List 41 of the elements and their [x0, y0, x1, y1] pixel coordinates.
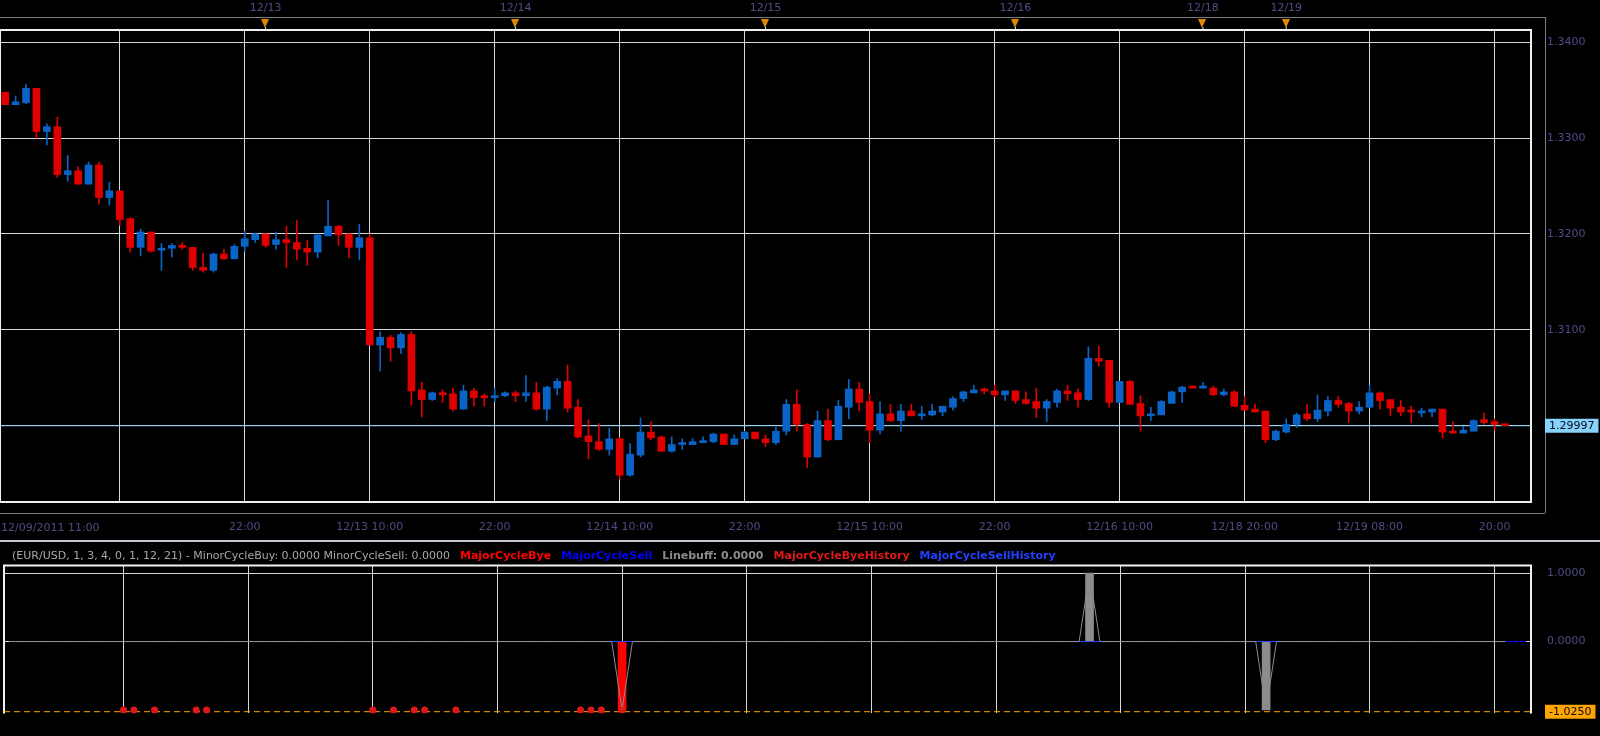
chart-title: (EUR/USD, 1, 3, 4, 0, 1, 12, 21) - MinorCycleBuy: 0.0000 MinorCycleSell: 0.0000 [12, 549, 450, 563]
candlestick [293, 220, 301, 261]
x-tick-label: 12/16 [999, 0, 1032, 14]
candlestick [1094, 345, 1103, 367]
x-tick-label: 12/19 08:00 [1336, 520, 1404, 534]
candlestick [490, 387, 499, 402]
x-tick-label: 12/18 20:00 [1211, 520, 1279, 534]
candlestick [678, 438, 687, 450]
y-tick-label: 1.3400 [1547, 35, 1586, 49]
y-tick-label: 1.3100 [1547, 322, 1586, 336]
candlestick [303, 240, 312, 266]
candlestick [376, 331, 384, 372]
x-tick-label: 12/15 [749, 0, 782, 14]
x-tick-label: 20:00 [1478, 520, 1511, 534]
x-tick-label: 12/16 10:00 [1086, 520, 1154, 534]
x-tick-label: 22:00 [978, 520, 1011, 534]
x-tick-label: 12/13 [249, 0, 282, 14]
text: MajorCycleByeHistory [773, 549, 910, 563]
candlestick [63, 155, 72, 182]
y-tick-label: 1.3200 [1547, 226, 1586, 240]
text: MajorCycleSell [561, 549, 653, 563]
text: MajorCycleSellHistory [919, 549, 1056, 563]
y-tick-label: 0.0000 [1547, 634, 1586, 648]
text: Linebuff: 0.0000 [662, 549, 764, 563]
x-tick-label: 12/18 [1187, 0, 1219, 14]
y-tick-label: 1.3300 [1547, 131, 1586, 145]
candlestick [480, 393, 489, 407]
text: 12/09/2011 11:00 [1, 520, 100, 534]
x-tick-label: 12/14 [499, 0, 532, 14]
x-tick-label: 12/15 10:00 [836, 520, 904, 534]
x-tick-label: 22:00 [728, 520, 761, 534]
x-tick-label: 12/14 10:00 [586, 520, 654, 534]
ref-line-label: -1.0250 [1549, 705, 1592, 719]
candlestick [199, 252, 207, 273]
x-tick-label: 22:00 [228, 520, 261, 534]
ref-line-label: 1.29997 [1549, 419, 1595, 433]
x-tick-label: 12/19 [1270, 0, 1303, 14]
text: MajorCycleBye [459, 549, 552, 563]
x-tick-label: 12/13 10:00 [336, 520, 404, 534]
x-tick-label: 22:00 [478, 520, 511, 534]
y-tick-label: 1.0000 [1547, 565, 1586, 579]
